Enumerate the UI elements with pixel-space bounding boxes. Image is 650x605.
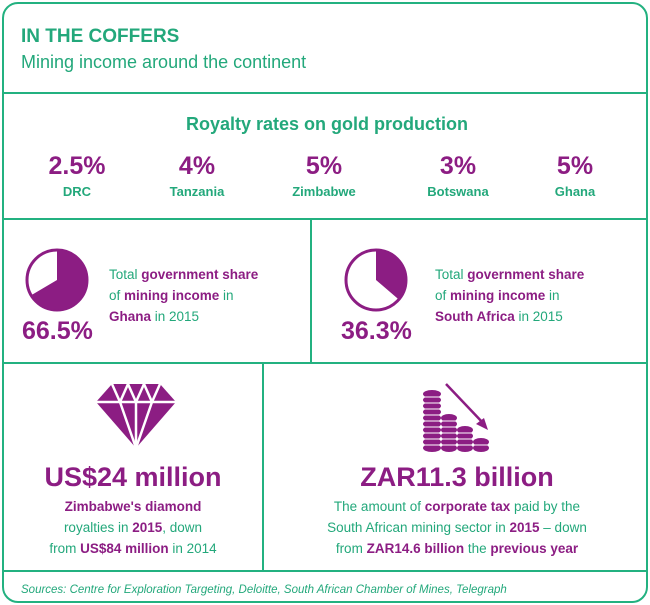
text-highlight: 2015: [509, 520, 540, 535]
text-span: in 2015: [151, 309, 200, 324]
divider-royalty: [4, 218, 646, 220]
text-span: of: [109, 288, 125, 303]
rate-ghana: 5% Ghana: [515, 152, 635, 199]
south-africa-share-pie: [344, 248, 408, 312]
rate-country: Zimbabwe: [292, 184, 356, 199]
text-highlight: US$84 million: [80, 541, 169, 556]
text-span: in: [219, 288, 234, 303]
royalty-title: Royalty rates on gold production: [185, 114, 468, 134]
diamond-icon: [96, 384, 176, 448]
rate-value: 2.5%: [48, 152, 106, 180]
ghana-share-description: Total government share of mining income …: [109, 264, 258, 327]
rate-value: 5%: [556, 152, 594, 180]
divider-shares-vertical: [310, 218, 312, 364]
text-span: in: [545, 288, 560, 303]
text-span: paid by the: [510, 499, 581, 514]
text-highlight: ZAR14.6 billion: [366, 541, 465, 556]
rate-value: 5%: [305, 152, 343, 180]
rate-value: 4%: [178, 152, 216, 180]
text-highlight: government share: [141, 267, 259, 282]
rate-country: Botswana: [427, 184, 489, 199]
text-span: – down: [539, 520, 587, 535]
text-span: of: [435, 288, 451, 303]
text-span: in 2014: [168, 541, 217, 556]
ghana-share-pie: [25, 248, 89, 312]
text-span: The amount of: [333, 499, 425, 514]
text-highlight: Ghana: [109, 309, 152, 324]
ghana-share-percent: 66.5%: [22, 317, 93, 345]
south-africa-share-description: Total government share of mining income …: [435, 264, 584, 327]
text-highlight: 2015: [132, 520, 163, 535]
text-highlight: government share: [467, 267, 585, 282]
pie-slice: [376, 250, 407, 300]
divider-sources: [4, 570, 646, 572]
rate-country: Tanzania: [169, 184, 225, 199]
corporate-tax-figure: ZAR11.3 billion: [360, 462, 554, 492]
text-highlight: Zimbabwe's diamond: [64, 499, 202, 514]
pie-slice: [31, 250, 88, 310]
rate-value: 3%: [439, 152, 477, 180]
south-africa-share-percent: 36.3%: [341, 317, 412, 345]
rate-tanzania: 4% Tanzania: [137, 152, 257, 199]
text-span: royalties in: [63, 520, 133, 535]
text-highlight: corporate tax: [424, 499, 511, 514]
text-span: the: [464, 541, 491, 556]
diamond-royalty-figure: US$24 million: [44, 462, 222, 492]
diamond-royalty-description: Zimbabwe's diamond royalties in 2015, do…: [4, 496, 262, 559]
text-span: South African mining sector in: [327, 520, 510, 535]
text-span: from: [335, 541, 367, 556]
text-span: Total: [435, 267, 468, 282]
corporate-tax-description: The amount of corporate tax paid by the …: [264, 496, 646, 559]
sources-note: Sources: Centre for Exploration Targetin…: [21, 584, 507, 596]
rate-drc: 2.5% DRC: [17, 152, 137, 199]
text-highlight: mining income: [450, 288, 546, 303]
divider-figures-vertical: [262, 362, 264, 572]
text-span: Total: [109, 267, 142, 282]
text-span: in 2015: [514, 309, 563, 324]
rate-botswana: 3% Botswana: [398, 152, 518, 199]
rate-zimbabwe: 5% Zimbabwe: [264, 152, 384, 199]
header-subtitle: Mining income around the continent: [21, 52, 307, 72]
divider-header: [4, 92, 646, 94]
text-highlight: South Africa: [435, 309, 515, 324]
text-highlight: mining income: [124, 288, 220, 303]
text-highlight: previous year: [490, 541, 579, 556]
coin-stacks-icon: [423, 383, 489, 452]
text-span: from: [49, 541, 81, 556]
divider-shares: [4, 362, 646, 364]
header-title: IN THE COFFERS: [21, 26, 180, 47]
rate-country: Ghana: [554, 184, 596, 199]
rate-country: DRC: [62, 184, 92, 199]
text-span: , down: [162, 520, 203, 535]
